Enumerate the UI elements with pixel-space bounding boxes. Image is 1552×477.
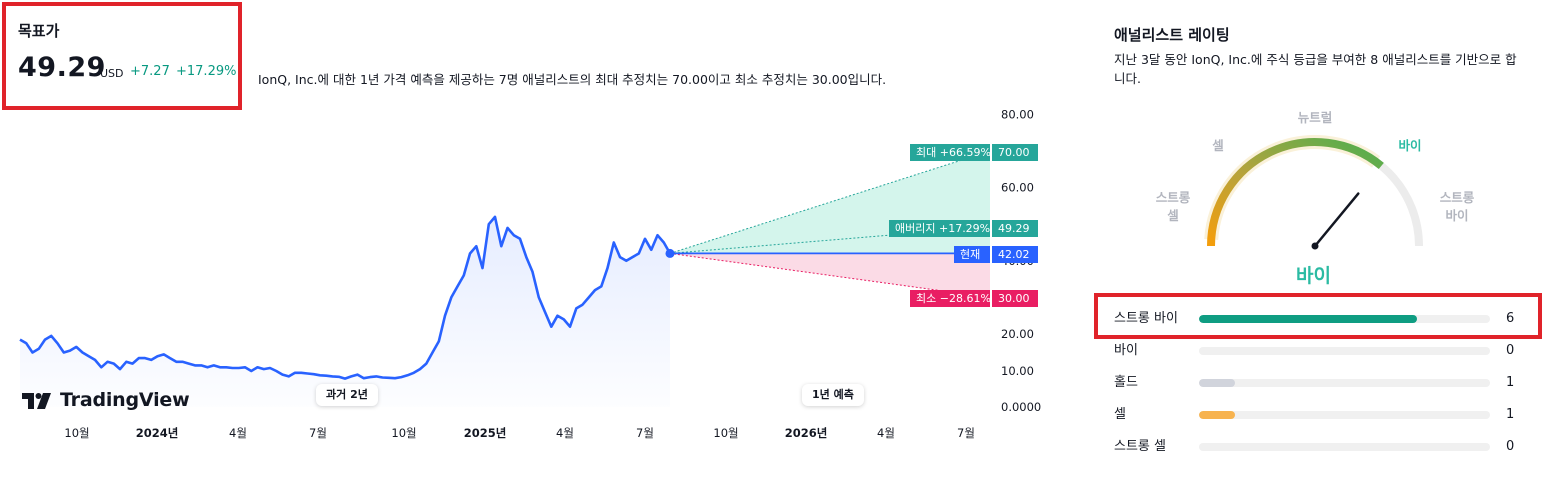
past-range-pill[interactable]: 과거 2년	[316, 384, 378, 406]
y-tick-label: 60.00	[1001, 181, 1034, 195]
min-forecast-tag: 최소 −28.61%	[910, 290, 991, 307]
rating-row-hold: 홀드 1	[1114, 373, 1524, 393]
x-axis-label: 2026년	[785, 426, 828, 440]
rating-bar	[1199, 379, 1490, 387]
rating-label: 스트롱 바이	[1114, 311, 1178, 326]
target-change-percent: +17.29%	[176, 64, 237, 79]
y-tick-label: 10.00	[1001, 364, 1034, 378]
x-axis-label: 7월	[636, 426, 654, 440]
gauge-label-strong-buy: 스트롱 바이	[1439, 190, 1475, 223]
rating-bar	[1199, 443, 1490, 451]
average-forecast-value: 49.29	[992, 220, 1038, 237]
gauge-label-strong-sell: 스트롱 셀	[1155, 190, 1191, 223]
y-tick-label: 20.00	[1001, 327, 1034, 341]
rating-row-sell: 셀 1	[1114, 405, 1524, 425]
x-axis-label: 10월	[64, 426, 89, 440]
max-forecast-value: 70.00	[992, 144, 1038, 161]
rating-count: 1	[1506, 407, 1515, 422]
rating-count: 6	[1506, 311, 1515, 326]
rating-row-strong-buy: 스트롱 바이 6	[1114, 309, 1524, 329]
rating-bar-fill	[1199, 411, 1236, 419]
average-forecast-tag: 애버리지 +17.29%	[889, 220, 990, 237]
x-axis-label: 2024년	[136, 426, 179, 440]
gauge-label-neutral: 뉴트럴	[1297, 110, 1333, 125]
rating-row-strong-sell: 스트롱 셀 0	[1114, 437, 1524, 457]
rating-count: 1	[1506, 375, 1515, 390]
rating-result: 바이	[1296, 265, 1331, 287]
gauge-active-arc	[1207, 138, 1384, 247]
current-price-point[interactable]	[665, 248, 675, 258]
rating-count: 0	[1506, 439, 1515, 454]
rating-bar	[1199, 411, 1490, 419]
current-price-tag: 현재	[954, 246, 990, 263]
target-price-label: 목표가	[18, 22, 60, 40]
x-axis-label: 10월	[713, 426, 738, 440]
gauge-track	[1207, 138, 1423, 247]
price-line	[19, 215, 672, 380]
x-axis-label: 7월	[309, 426, 327, 440]
tradingview-logo[interactable]: TradingView	[22, 389, 190, 411]
x-axis-label: 4월	[877, 426, 895, 440]
current-price-value: 42.02	[992, 246, 1038, 263]
x-axis-label: 2025년	[464, 426, 507, 440]
analyst-rating-description: 지난 3달 동안 IonQ, Inc.에 주식 등급을 부여한 8 애널리스트를…	[1114, 52, 1517, 86]
rating-label: 셀	[1114, 407, 1126, 422]
rating-bar	[1199, 315, 1490, 323]
gauge-label-buy: 바이	[1398, 138, 1422, 153]
tradingview-logo-text: TradingView	[60, 389, 190, 411]
gauge-label-sell: 셀	[1212, 138, 1224, 153]
rating-label: 스트롱 셀	[1114, 439, 1166, 454]
analyst-rating-title: 애널리스트 레이팅	[1114, 26, 1230, 44]
max-forecast-tag: 최대 +66.59%	[910, 144, 991, 161]
forecast-range-pill[interactable]: 1년 예측	[802, 384, 864, 406]
x-axis-label: 10월	[391, 426, 416, 440]
min-forecast-value: 30.00	[992, 290, 1038, 307]
target-price-highlight	[2, 2, 242, 110]
strong-buy-highlight	[1094, 293, 1542, 339]
y-tick-label: 0.0000	[1001, 400, 1041, 414]
gauge-glow	[1204, 135, 1381, 241]
x-axis-label: 4월	[229, 426, 247, 440]
tradingview-logo-icon	[22, 393, 51, 409]
rating-gauge	[1204, 135, 1423, 250]
x-axis-label: 7월	[957, 426, 975, 440]
rating-label: 바이	[1114, 343, 1138, 358]
target-price-value: 49.29	[18, 52, 106, 83]
gauge-pivot	[1311, 242, 1319, 250]
rating-bar-fill	[1199, 315, 1418, 323]
rating-count: 0	[1506, 343, 1515, 358]
rating-row-buy: 바이 0	[1114, 341, 1524, 361]
rating-bar	[1199, 347, 1490, 355]
gauge-needle	[1313, 192, 1360, 248]
average-forecast-line	[669, 226, 991, 254]
y-tick-label: 80.00	[1001, 107, 1034, 121]
currency-label: USD	[100, 67, 124, 80]
target-change: +7.27	[130, 64, 170, 79]
forecast-summary: IonQ, Inc.에 대한 1년 가격 예측을 제공하는 7명 애널리스트의 …	[258, 72, 887, 87]
rating-label: 홀드	[1114, 375, 1138, 390]
x-axis-label: 4월	[556, 426, 574, 440]
rating-bar-fill	[1199, 379, 1236, 387]
price-area	[20, 216, 670, 407]
